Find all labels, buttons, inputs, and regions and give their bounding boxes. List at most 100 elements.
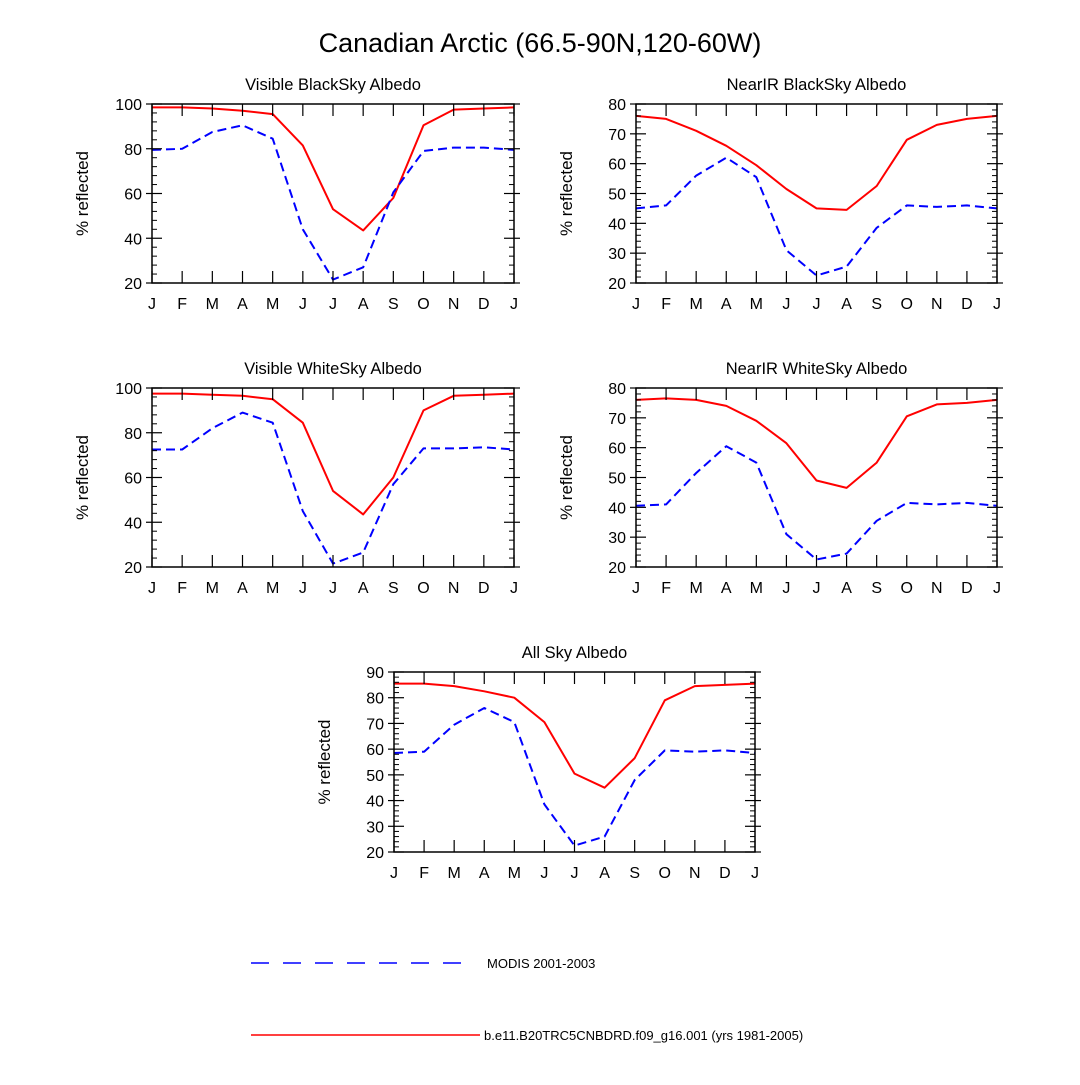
chart-title: NearIR WhiteSky Albedo xyxy=(726,360,908,378)
x-tick-label: A xyxy=(841,296,852,313)
x-tick-label: M xyxy=(266,296,279,313)
x-tick-label: M xyxy=(206,296,219,313)
x-tick-label: F xyxy=(177,580,187,597)
x-tick-label: J xyxy=(993,580,1001,597)
x-tick-label: J xyxy=(782,580,790,597)
series-line-modis xyxy=(152,411,514,565)
x-tick-label: J xyxy=(813,580,821,597)
x-tick-label: J xyxy=(571,865,579,882)
series-line-model xyxy=(636,114,997,211)
y-tick-label: 60 xyxy=(608,441,626,458)
x-tick-label: J xyxy=(299,580,307,597)
x-tick-label: D xyxy=(719,865,731,882)
chart-allsky: All Sky Albedo % reflected J F M A M J J A S O N D J 20… xyxy=(315,644,761,882)
y-tick-label: 60 xyxy=(608,157,626,174)
series-line-model xyxy=(394,682,755,789)
y-tick-label: 80 xyxy=(608,97,626,114)
chart-title: Visible WhiteSky Albedo xyxy=(244,360,422,378)
y-tick-label: 100 xyxy=(115,97,142,114)
y-tick-label: 50 xyxy=(608,471,626,488)
x-tick-label: J xyxy=(751,865,759,882)
y-tick-label: 60 xyxy=(366,742,384,759)
x-tick-label: J xyxy=(993,296,1001,313)
y-tick-label: 20 xyxy=(124,276,142,293)
x-tick-label: N xyxy=(689,865,701,882)
y-axis-label: % reflected xyxy=(557,435,576,520)
series-line-modis xyxy=(636,156,997,277)
x-tick-label: J xyxy=(299,296,307,313)
y-tick-label: 40 xyxy=(366,794,384,811)
y-tick-label: 80 xyxy=(608,381,626,398)
x-tick-label: D xyxy=(961,296,973,313)
x-tick-label: S xyxy=(871,580,882,597)
x-tick-label: M xyxy=(508,865,521,882)
x-tick-label: J xyxy=(390,865,398,882)
plot-frame xyxy=(393,671,756,853)
series-line-modis xyxy=(394,707,755,847)
x-tick-label: O xyxy=(659,865,671,882)
y-tick-label: 40 xyxy=(124,231,142,248)
x-tick-label: S xyxy=(388,580,399,597)
y-tick-label: 80 xyxy=(124,426,142,443)
chart-nearir-blacksky: NearIR BlackSky Albedo % reflected J F M A M J J… xyxy=(557,76,1003,313)
series-line-model xyxy=(152,106,514,232)
x-tick-label: D xyxy=(478,296,490,313)
y-tick-label: 100 xyxy=(115,381,142,398)
x-tick-label: A xyxy=(358,296,369,313)
y-tick-label: 70 xyxy=(608,127,626,144)
y-axis-label: % reflected xyxy=(73,151,92,236)
y-tick-label: 50 xyxy=(366,768,384,785)
x-tick-label: N xyxy=(448,296,460,313)
x-tick-label: F xyxy=(661,580,671,597)
x-tick-label: M xyxy=(690,580,703,597)
x-tick-label: S xyxy=(871,296,882,313)
x-tick-label: J xyxy=(329,580,337,597)
y-tick-label: 70 xyxy=(608,411,626,428)
y-tick-label: 30 xyxy=(608,530,626,547)
x-tick-label: S xyxy=(629,865,640,882)
x-tick-label: A xyxy=(721,580,732,597)
chart-title: NearIR BlackSky Albedo xyxy=(727,76,907,94)
series-line-modis xyxy=(152,124,514,281)
chart-nearir-whitesky: NearIR WhiteSky Albedo % reflected J F M A M J J… xyxy=(557,360,1003,597)
y-axis-label: % reflected xyxy=(73,435,92,520)
x-tick-label: F xyxy=(177,296,187,313)
plot-frame xyxy=(635,103,998,284)
series-line-modis xyxy=(636,445,997,561)
x-tick-label: J xyxy=(510,296,518,313)
x-tick-label: J xyxy=(510,580,518,597)
series-line-model xyxy=(152,392,514,516)
x-tick-label: N xyxy=(931,296,943,313)
chart-visible-whitesky: Visible WhiteSky Albedo % reflected J F M A M J… xyxy=(73,360,520,597)
y-tick-label: 90 xyxy=(366,665,384,682)
y-tick-label: 80 xyxy=(366,691,384,708)
plot-frame xyxy=(151,103,515,284)
x-tick-label: O xyxy=(417,296,429,313)
y-axis-label: % reflected xyxy=(315,719,334,804)
x-tick-label: F xyxy=(419,865,429,882)
x-tick-label: F xyxy=(661,296,671,313)
x-tick-label: M xyxy=(206,580,219,597)
plot-frame xyxy=(635,387,998,568)
x-tick-label: D xyxy=(961,580,973,597)
x-tick-label: O xyxy=(417,580,429,597)
x-tick-label: O xyxy=(901,296,913,313)
y-tick-label: 20 xyxy=(608,560,626,577)
y-axis-label: % reflected xyxy=(557,151,576,236)
y-tick-label: 30 xyxy=(366,819,384,836)
x-tick-label: J xyxy=(540,865,548,882)
y-tick-label: 30 xyxy=(608,246,626,263)
x-tick-label: A xyxy=(479,865,490,882)
x-tick-label: O xyxy=(901,580,913,597)
x-tick-label: J xyxy=(813,296,821,313)
y-tick-label: 60 xyxy=(124,471,142,488)
x-tick-label: M xyxy=(750,580,763,597)
x-tick-label: A xyxy=(358,580,369,597)
legend-label-model: b.e11.B20TRC5CNBDRD.f09_g16.001 (yrs 198… xyxy=(484,1028,803,1043)
x-tick-label: J xyxy=(632,296,640,313)
chart-panels: Visible BlackSky Albedo % reflected J F M A M J… xyxy=(73,76,1003,882)
y-tick-label: 60 xyxy=(124,187,142,204)
y-tick-label: 80 xyxy=(124,142,142,159)
